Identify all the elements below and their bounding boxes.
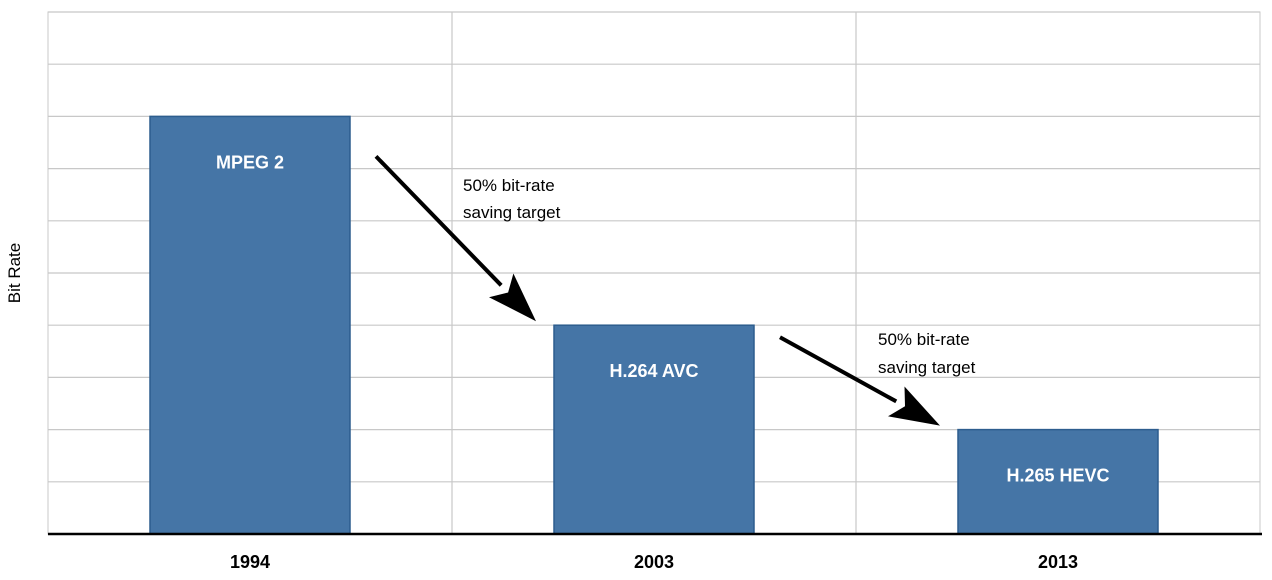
annotation-2: 50% bit-rate saving target bbox=[878, 330, 976, 377]
x-tick-labels: 1994 2003 2013 bbox=[230, 552, 1078, 572]
annotation-2-line-1: 50% bit-rate bbox=[878, 330, 970, 349]
bar-2003 bbox=[553, 324, 755, 535]
arrow-1-head bbox=[489, 273, 536, 322]
annotation-1-line-2: saving target bbox=[463, 203, 561, 222]
annotation-1-line-1: 50% bit-rate bbox=[463, 176, 555, 195]
x-tick-label: 2013 bbox=[1038, 552, 1078, 572]
arrow-2-head bbox=[888, 386, 940, 426]
arrow-2-shaft bbox=[779, 335, 898, 404]
bar-label: H.265 HEVC bbox=[1006, 466, 1109, 486]
y-axis-label: Bit Rate bbox=[5, 243, 24, 303]
bar-label: H.264 AVC bbox=[609, 361, 698, 381]
x-tick-label: 2003 bbox=[634, 552, 674, 572]
bars: MPEG 2 H.264 AVC H.265 HEVC bbox=[149, 115, 1159, 535]
annotation-1: 50% bit-rate saving target bbox=[463, 176, 561, 222]
arrow-1-shaft bbox=[374, 155, 503, 287]
x-tick-label: 1994 bbox=[230, 552, 270, 572]
annotation-arrows bbox=[374, 155, 940, 426]
bar-2013 bbox=[957, 428, 1159, 535]
bar-1994 bbox=[149, 115, 351, 535]
bar-label: MPEG 2 bbox=[216, 152, 284, 172]
annotation-2-line-2: saving target bbox=[878, 358, 976, 377]
